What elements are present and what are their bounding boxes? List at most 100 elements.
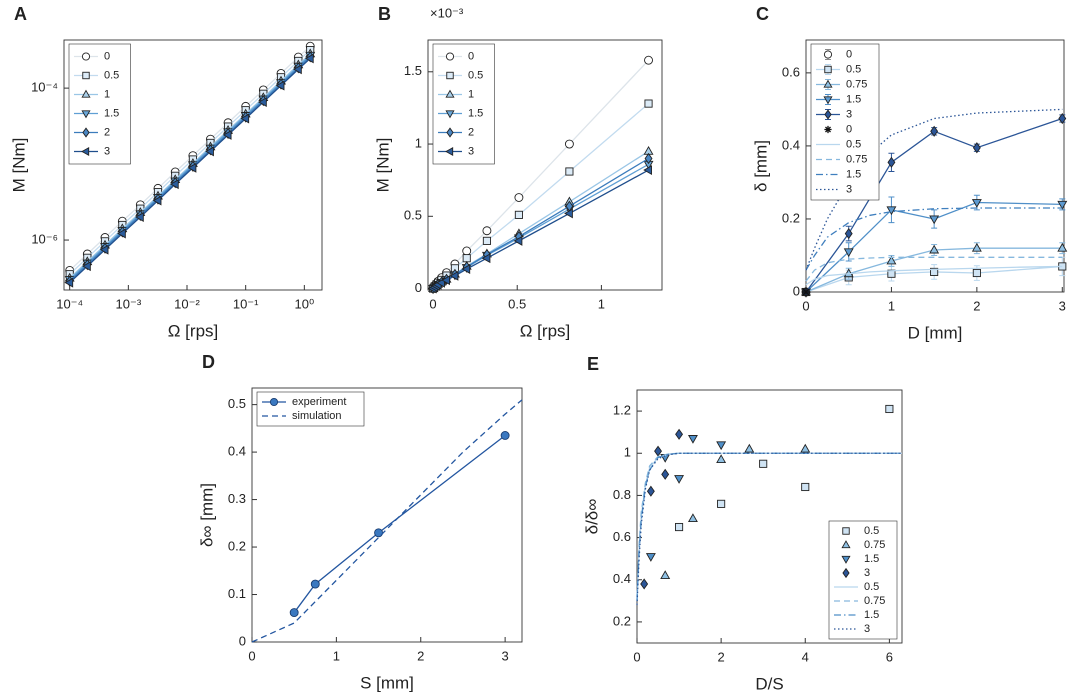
series-line: [636, 452, 902, 601]
x-axis-label: Ω [rps]: [520, 321, 571, 340]
legend-label: 1.5: [846, 93, 861, 105]
legend: 0 0.5 0.75 1.5 3 0 0.5 0.75 1.5 3: [810, 43, 880, 201]
marker: [675, 428, 684, 440]
marker: [81, 110, 91, 119]
x-tick-label: 0: [248, 648, 255, 663]
panel-label: E: [587, 354, 599, 374]
series-line: [805, 247, 1063, 293]
legend-label: 0: [104, 50, 110, 62]
legend-label: 1.5: [104, 107, 119, 119]
y-tick-label: 1: [415, 135, 422, 150]
legend-label: 2: [104, 126, 110, 138]
marker: [81, 52, 91, 61]
legend-label: 3: [468, 145, 474, 157]
marker: [445, 110, 455, 119]
legend-label: experiment: [292, 396, 346, 408]
x-tick-label: 2: [718, 649, 725, 664]
marker: [929, 215, 940, 225]
y-tick-label: 1: [624, 445, 631, 460]
legend-label: 0: [846, 48, 852, 60]
legend: experiment simulation: [256, 391, 365, 427]
legend-label: 0.5: [864, 525, 879, 537]
marker: [675, 522, 684, 532]
y-tick-label: 0: [793, 283, 800, 298]
marker: [687, 513, 698, 523]
marker: [759, 459, 768, 468]
marker: [842, 527, 850, 535]
marker: [886, 206, 897, 216]
marker: [169, 179, 179, 190]
x-tick-label: 4: [802, 649, 809, 664]
marker: [374, 528, 384, 538]
x-tick-label: 10⁻³: [116, 296, 142, 311]
marker: [643, 165, 652, 176]
marker: [1058, 112, 1067, 125]
marker: [564, 139, 574, 149]
x-tick-label: 10⁰: [295, 296, 315, 311]
marker: [841, 555, 851, 564]
y-tick-label: 0: [415, 280, 422, 295]
marker: [64, 277, 74, 288]
marker: [640, 578, 649, 590]
marker: [824, 65, 832, 74]
legend-box: [432, 43, 495, 165]
y-tick-label: 0.5: [228, 396, 246, 411]
marker: [82, 71, 90, 80]
legend-label: 3: [864, 567, 870, 579]
y-tick-label: 0.2: [613, 613, 631, 628]
legend: 0 0.5 1 1.5 2 3: [432, 43, 495, 165]
marker: [462, 254, 471, 263]
marker: [99, 244, 109, 255]
y-axis-label: δ∞ [mm]: [197, 483, 216, 547]
panel: CD [mm]δ [mm]0 1 2 300.20.40.600.50.751.530…: [751, 4, 1068, 342]
marker: [222, 129, 232, 140]
legend-label: 1.5: [468, 107, 483, 119]
marker: [310, 579, 320, 589]
y-tick-label: 1.2: [613, 403, 631, 418]
legend-label: 3: [864, 623, 870, 635]
y-tick-label: 0.5: [404, 208, 422, 223]
x-tick-label: 10⁻²: [174, 296, 200, 311]
series-line: [805, 265, 1063, 293]
y-tick-label: 0.2: [782, 210, 800, 225]
x-tick-label: 10⁻¹: [233, 296, 259, 311]
y-tick-label: 0.4: [228, 444, 246, 459]
legend-label: 0.75: [864, 595, 885, 607]
y-axis-label: M [Nm]: [9, 138, 28, 193]
legend-label: 0: [468, 50, 474, 62]
y-tick-label: 0.3: [228, 491, 246, 506]
legend-label: 0.5: [468, 69, 483, 81]
marker: [81, 146, 90, 157]
legend-label: 0: [846, 123, 852, 135]
marker: [481, 253, 491, 264]
marker: [293, 64, 302, 75]
marker: [152, 195, 162, 206]
legend-label: 0.75: [846, 78, 867, 90]
marker: [446, 71, 454, 80]
marker: [482, 226, 492, 236]
marker: [800, 443, 811, 453]
marker: [802, 288, 810, 296]
legend-label: 0.5: [104, 69, 119, 81]
marker: [887, 269, 896, 278]
marker: [240, 113, 250, 124]
y-tick-label: 0.4: [613, 571, 631, 586]
panel: ED/Sδ/δ∞0 2 4 60.20.40.60.811.20.50.751.530…: [582, 354, 903, 693]
y-tick-label: 0.8: [613, 487, 631, 502]
marker: [823, 50, 833, 59]
x-tick-label: 1: [598, 296, 605, 311]
marker: [461, 264, 471, 275]
panel-label: A: [14, 4, 27, 24]
y-tick-label: 0: [239, 633, 246, 648]
panel-label: C: [756, 4, 769, 24]
series-line: [805, 201, 1063, 293]
marker: [644, 152, 653, 165]
x-tick-label: 1: [888, 298, 895, 313]
marker: [842, 567, 850, 579]
x-tick-label: 0.5: [508, 296, 526, 311]
marker: [514, 193, 524, 202]
marker: [823, 79, 833, 88]
legend-label: 2: [468, 126, 474, 138]
marker: [82, 127, 90, 138]
x-tick-label: 0: [429, 296, 436, 311]
